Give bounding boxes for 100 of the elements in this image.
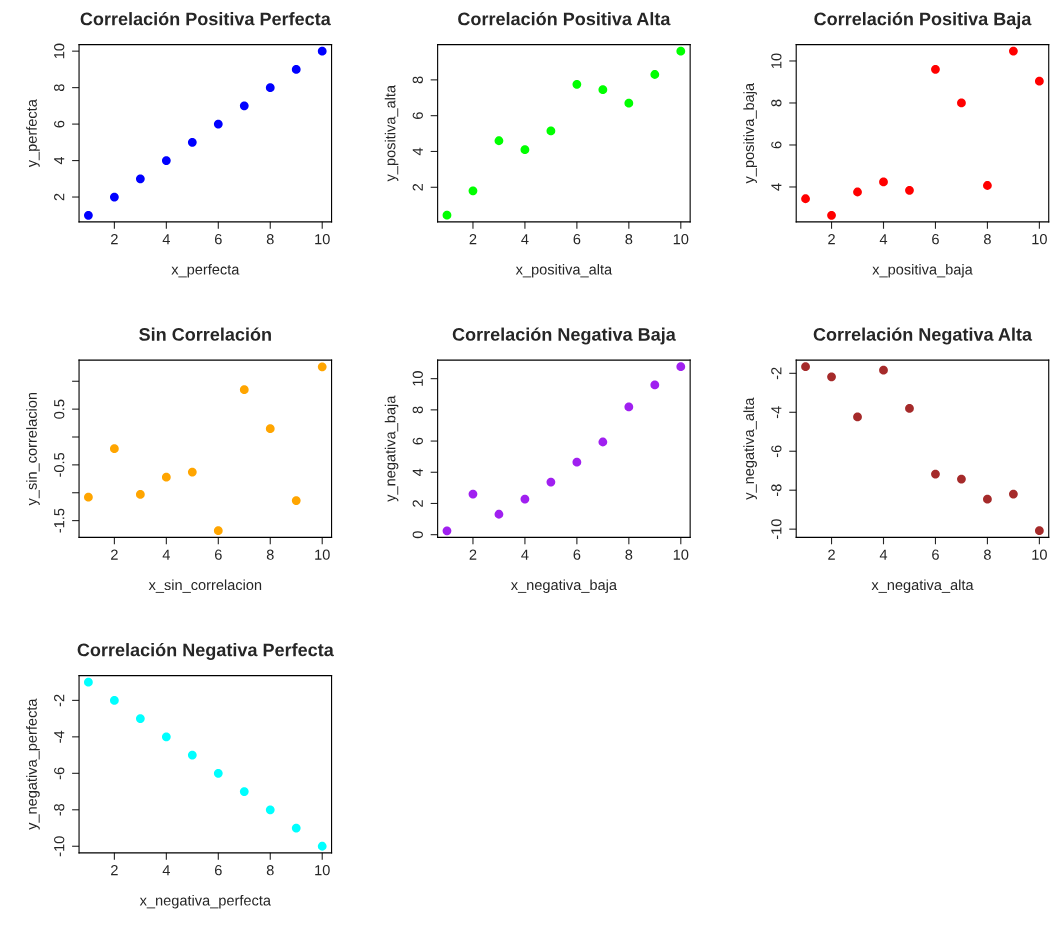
y-tick-label: -8 [771,484,782,497]
point [983,494,992,504]
point [879,365,888,375]
point [624,98,634,108]
y-tick-label: 8 [412,406,423,414]
x-tick-label: 10 [673,549,689,560]
point [546,126,556,136]
point [598,437,608,447]
x-tick-label: 4 [162,549,170,560]
chart-title: Correlación Positiva Alta [458,11,671,26]
point [161,156,171,165]
y-tick-label: 0 [412,531,423,539]
point [624,402,634,412]
point [598,85,608,95]
chart-title: Correlación Negativa Perfecta [77,642,334,660]
point [1009,489,1018,499]
point [931,469,940,479]
y-tick-label: 6 [412,112,423,119]
y-tick-label: -2 [54,694,65,707]
chart-title: Sin Correlación [139,327,271,341]
y-tick-label: 4 [412,147,423,156]
point [520,494,530,504]
x-tick-label: 8 [625,234,633,245]
x-tick-label: 2 [469,234,477,245]
x-tick-label: 4 [521,549,529,560]
x-axis-title: x_negativa_baja [510,579,617,593]
y-tick-label: 4 [54,156,65,165]
x-tick-label: 4 [521,234,529,245]
y-axis-title: y_negativa_alta [743,397,757,500]
x-tick-label: 2 [828,234,835,245]
x-tick-label: 2 [469,549,477,560]
point [109,695,119,705]
y-tick-label: 10 [412,371,423,386]
point [931,64,940,74]
x-tick-label: 6 [214,234,222,245]
chart-title: Correlación Negativa Baja [452,327,676,345]
x-tick-label: 8 [984,549,991,560]
y-tick-label: 6 [412,437,423,445]
x-tick-label: 2 [111,865,118,876]
x-tick-label: 10 [315,234,330,245]
point [317,46,327,56]
y-tick-label: -6 [54,767,65,780]
x-tick-label: 10 [315,549,330,560]
y-tick-label: 8 [771,99,782,107]
y-tick-label: 8 [54,84,65,92]
point [265,805,275,815]
point [957,98,966,108]
x-tick-label: 8 [266,865,274,876]
point [213,768,223,778]
x-tick-label: 6 [573,549,581,560]
y-tick-label: 4 [771,183,782,191]
y-tick-label: -6 [771,445,782,458]
x-tick-label: 10 [1032,549,1047,560]
y-tick-label: -10 [771,519,782,540]
point [239,101,249,111]
x-tick-label: 8 [984,234,991,245]
point [494,136,504,146]
point [187,467,197,477]
x-tick-label: 2 [111,549,118,560]
y-axis-title: y_positiva_baja [743,82,757,184]
point [84,492,93,502]
point [983,181,992,190]
point [853,412,862,422]
point [161,732,171,742]
point [650,380,660,390]
x-tick-label: 4 [879,549,888,560]
y-tick-label: 2 [412,500,423,507]
chart-title: Correlación Positiva Baja [814,11,1032,29]
y-tick-label: -4 [54,730,65,743]
y-tick-label: 2 [54,193,65,201]
point [161,472,171,482]
point [650,70,660,79]
y-tick-label: 10 [54,43,65,59]
point [905,185,914,195]
x-tick-label: 8 [266,549,274,560]
point [1034,526,1044,536]
point [109,444,119,454]
point [317,362,327,372]
y-tick-label: -4 [771,406,782,419]
point [187,137,197,147]
point [291,496,301,505]
x-tick-label: 2 [111,234,118,245]
y-tick-label: 6 [54,120,65,128]
y-axis-title: y_negativa_baja [384,395,399,502]
point [265,83,275,93]
point [265,424,275,434]
point [827,372,836,382]
point [213,119,223,129]
y-axis-title: y_positiva_alta [384,84,399,182]
point [494,509,504,519]
point [572,457,582,467]
y-axis-title: y_perfecta [26,99,40,168]
x-tick-label: 4 [879,234,888,245]
point [468,489,478,499]
x-tick-label: 6 [932,549,939,560]
point [135,174,145,184]
point [84,677,93,687]
y-tick-label: 8 [412,76,423,84]
point [905,404,914,413]
point [468,186,478,196]
